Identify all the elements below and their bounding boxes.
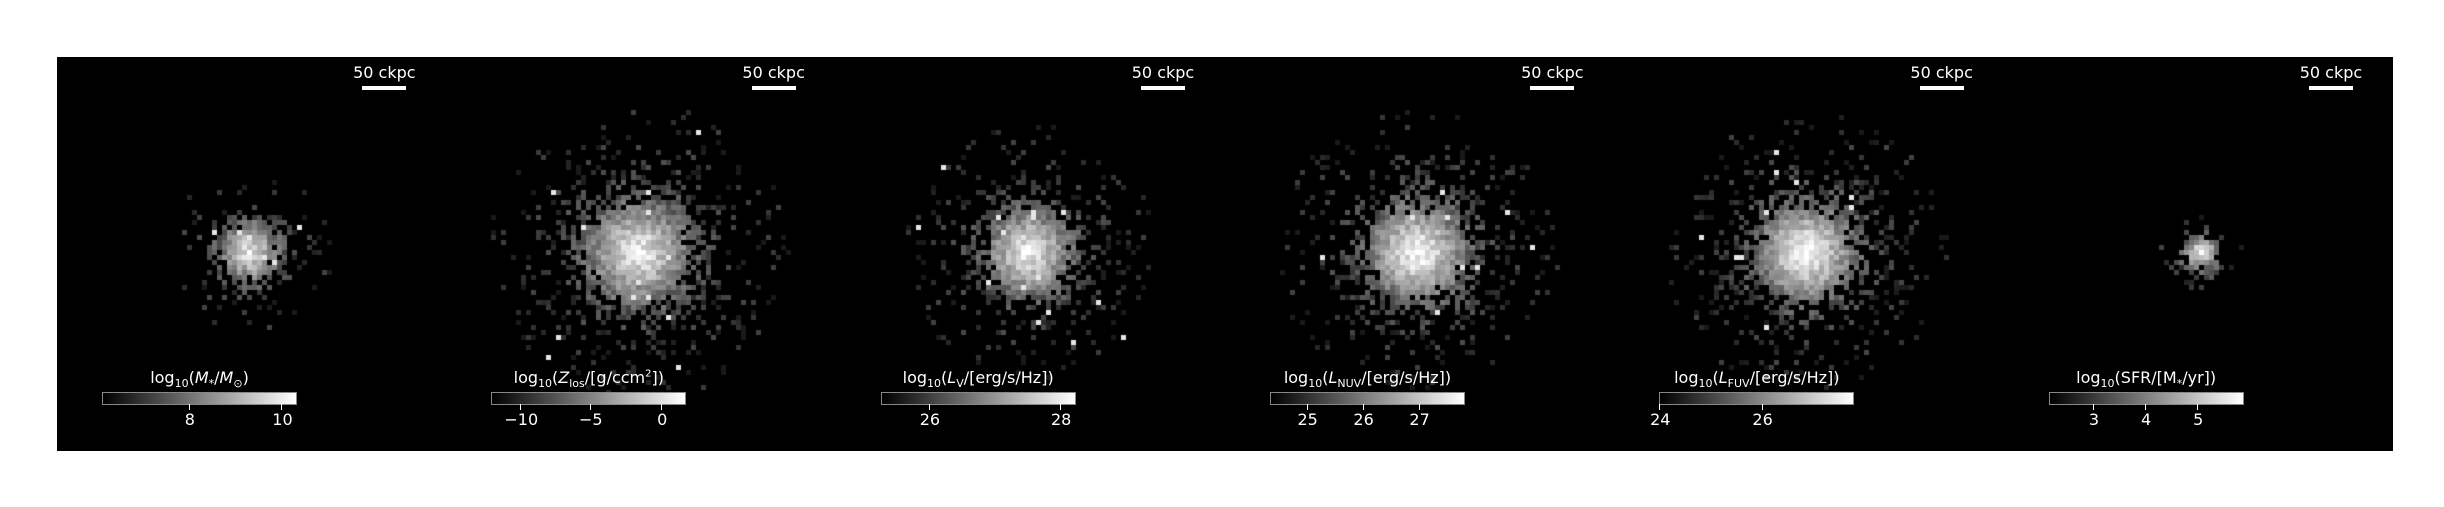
map-panel-4: 50 ckpc log10(LNUV/[erg/s/Hz]) 25 26 27 — [1224, 57, 1614, 451]
colorbar-tick-label: 25 — [1278, 404, 1338, 429]
map-panel-5: 50 ckpc log10(LFUV/[erg/s/Hz]) 24 26 — [1614, 57, 2004, 451]
colorbar-title: log10(Zlos/[g/ccm2]) — [513, 368, 664, 391]
scale-bar — [362, 86, 407, 90]
colorbar-tick-label: 10 — [252, 404, 312, 429]
galaxy-map-image — [57, 57, 446, 451]
galaxy-map-image — [1614, 57, 2004, 451]
colorbar — [2048, 392, 2244, 405]
colorbar-ticks: 26 28 — [882, 404, 1075, 444]
scale-bar-label: 50 ckpc — [742, 63, 805, 82]
colorbar — [102, 392, 297, 405]
colorbar-tick-label: 24 — [1630, 404, 1690, 429]
colorbar-ticks: −10 −5 0 — [492, 404, 685, 444]
colorbar — [880, 392, 1076, 405]
colorbar — [1269, 392, 1465, 405]
galaxy-map-image — [446, 57, 836, 451]
colorbar-tick-label: 0 — [632, 404, 692, 429]
colorbar-title: log10(LV/[erg/s/Hz]) — [902, 368, 1054, 391]
scale-bar — [1530, 86, 1575, 90]
colorbar-title: log10(SFR/[M*/yr]) — [2076, 368, 2217, 391]
colorbar-tick-label: 4 — [2116, 404, 2176, 429]
colorbar-ticks: 8 10 — [103, 404, 296, 444]
scale-bar — [1919, 86, 1964, 90]
scale-bar-label: 50 ckpc — [1910, 63, 1973, 82]
galaxy-map-image — [2003, 57, 2393, 451]
colorbar-tick-label: 5 — [2168, 404, 2228, 429]
map-panel-3: 50 ckpc log10(LV/[erg/s/Hz]) 26 28 — [835, 57, 1225, 451]
scale-bar — [1140, 86, 1185, 90]
colorbar-title: log10(LNUV/[erg/s/Hz]) — [1283, 368, 1452, 391]
image-panels: 50 ckpc log10(M*/M⊙) 8 10 50 ckpc log10(Zlos/… — [57, 57, 2393, 451]
colorbar-ticks: 25 26 27 — [1271, 404, 1464, 444]
colorbar-ticks: 24 26 — [1650, 404, 1853, 444]
colorbar-tick-label: 3 — [2064, 404, 2124, 429]
scale-bar — [2308, 86, 2353, 90]
colorbar-tick-label: 26 — [900, 404, 960, 429]
colorbar — [1659, 392, 1855, 405]
galaxy-map-image — [1224, 57, 1614, 451]
colorbar-tick-label: 8 — [160, 404, 220, 429]
scale-bar — [751, 86, 796, 90]
colorbar-tick-label: 26 — [1733, 404, 1793, 429]
colorbar-tick-label: −10 — [491, 404, 551, 429]
scale-bar-label: 50 ckpc — [1521, 63, 1584, 82]
scale-bar-label: 50 ckpc — [2299, 63, 2363, 82]
map-panel-6: 50 ckpc log10(SFR/[M*/yr]) 3 4 5 — [2003, 57, 2393, 451]
colorbar-tick-label: 27 — [1390, 404, 1450, 429]
scale-bar-label: 50 ckpc — [1131, 63, 1195, 82]
colorbar-tick-label: −5 — [561, 404, 621, 429]
colorbar-tick-label: 28 — [1031, 404, 1091, 429]
colorbar-title: log10(M*/M⊙) — [150, 368, 249, 391]
map-panel-2: 50 ckpc log10(Zlos/[g/ccm2]) −10 −5 0 — [446, 57, 836, 451]
colorbar — [491, 392, 687, 405]
colorbar-title: log10(LFUV/[erg/s/Hz]) — [1674, 368, 1840, 391]
galaxy-map-image — [835, 57, 1225, 451]
colorbar-tick-label: 26 — [1334, 404, 1394, 429]
map-panel-1: 50 ckpc log10(M*/M⊙) 8 10 — [57, 57, 446, 451]
scale-bar-label: 50 ckpc — [353, 63, 416, 82]
